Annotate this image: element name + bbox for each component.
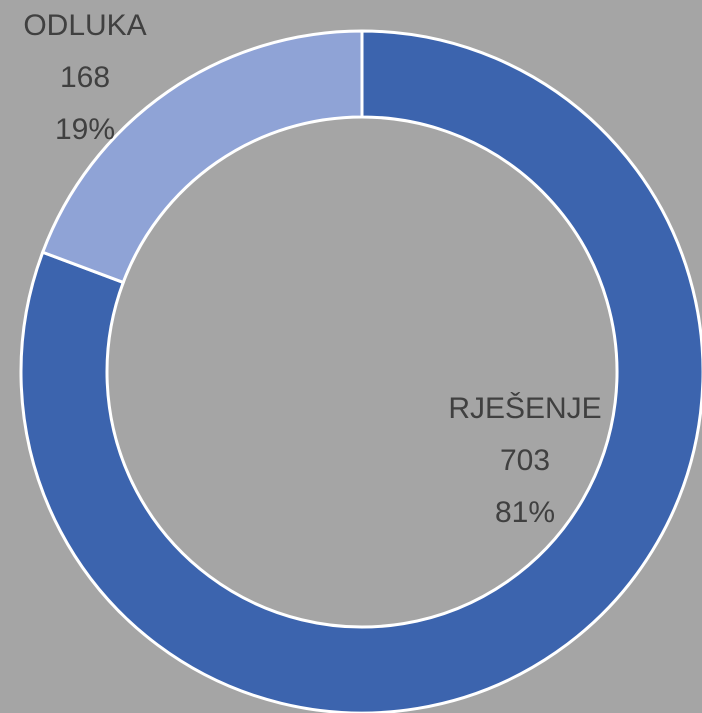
donut-slice [40,29,364,285]
slice-category-label: ODLUKA [23,9,146,42]
slice-percent-label: 81% [495,496,555,529]
slice-value-label: 168 [60,61,110,94]
slice-category-label: RJEŠENJE [448,391,601,425]
slice-percent-label: 19% [55,113,115,146]
donut-slice [19,29,702,713]
slice-value-label: 703 [500,444,550,477]
